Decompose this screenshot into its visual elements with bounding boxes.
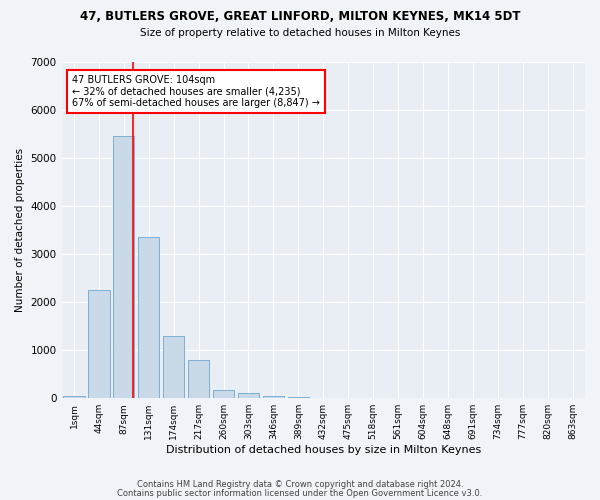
Bar: [213, 390, 234, 398]
Bar: [64, 396, 85, 398]
Bar: [138, 237, 160, 398]
Text: Size of property relative to detached houses in Milton Keynes: Size of property relative to detached ho…: [140, 28, 460, 38]
Text: Contains public sector information licensed under the Open Government Licence v3: Contains public sector information licen…: [118, 489, 482, 498]
Bar: [113, 136, 134, 398]
Y-axis label: Number of detached properties: Number of detached properties: [15, 148, 25, 312]
Bar: [238, 394, 259, 398]
Text: Contains HM Land Registry data © Crown copyright and database right 2024.: Contains HM Land Registry data © Crown c…: [137, 480, 463, 489]
Bar: [88, 290, 110, 398]
Text: 47 BUTLERS GROVE: 104sqm
← 32% of detached houses are smaller (4,235)
67% of sem: 47 BUTLERS GROVE: 104sqm ← 32% of detach…: [72, 75, 320, 108]
X-axis label: Distribution of detached houses by size in Milton Keynes: Distribution of detached houses by size …: [166, 445, 481, 455]
Bar: [163, 336, 184, 398]
Bar: [188, 360, 209, 398]
Text: 47, BUTLERS GROVE, GREAT LINFORD, MILTON KEYNES, MK14 5DT: 47, BUTLERS GROVE, GREAT LINFORD, MILTON…: [80, 10, 520, 23]
Bar: [263, 396, 284, 398]
